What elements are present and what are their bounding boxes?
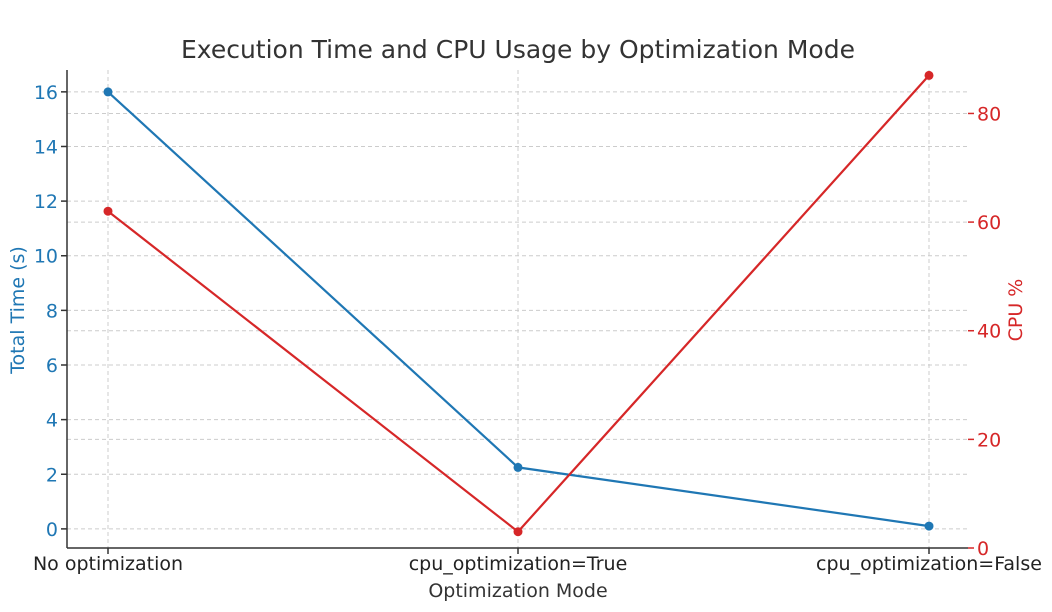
left-tick-label: 2 bbox=[46, 464, 58, 486]
chart-title: Execution Time and CPU Usage by Optimiza… bbox=[181, 35, 855, 64]
left-tick-label: 8 bbox=[46, 300, 58, 322]
x-tick-label: cpu_optimization=False bbox=[816, 553, 1042, 575]
left-series-point bbox=[103, 87, 113, 97]
right-tick-label: 20 bbox=[977, 429, 1001, 451]
right-series-point bbox=[103, 206, 113, 216]
axes: 0 2 4 6 8 10 12 14 16 0 20 40 60 80 No optimization cpu… bbox=[33, 70, 1042, 575]
right-tick-label: 40 bbox=[977, 321, 1001, 343]
left-tick-label: 16 bbox=[34, 82, 58, 104]
x-tick-label: cpu_optimization=True bbox=[409, 553, 628, 575]
grid bbox=[67, 70, 968, 549]
right-series-point bbox=[513, 527, 523, 537]
left-axis-label: Total Time (s) bbox=[7, 246, 29, 375]
left-tick-label: 4 bbox=[46, 410, 58, 432]
left-tick-label: 6 bbox=[46, 355, 58, 377]
right-series-point bbox=[924, 70, 934, 80]
left-tick-label: 12 bbox=[34, 191, 58, 213]
x-tick-label: No optimization bbox=[33, 553, 183, 575]
left-tick-label: 10 bbox=[34, 246, 58, 268]
left-tick-label: 0 bbox=[46, 519, 58, 541]
right-tick-label: 0 bbox=[977, 538, 989, 560]
right-axis-label: CPU % bbox=[1005, 279, 1027, 342]
right-tick-label: 80 bbox=[977, 103, 1001, 125]
left-series-point bbox=[513, 462, 523, 472]
right-tick-label: 60 bbox=[977, 212, 1001, 234]
x-axis-label: Optimization Mode bbox=[428, 580, 607, 602]
series-layer bbox=[103, 70, 934, 537]
left-tick-label: 14 bbox=[34, 136, 58, 158]
left-series-point bbox=[924, 521, 934, 531]
